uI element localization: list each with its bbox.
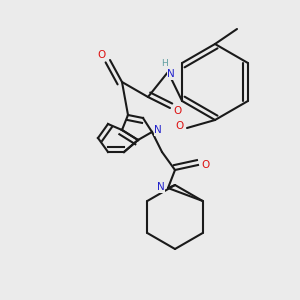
Text: N: N bbox=[154, 125, 162, 135]
Text: O: O bbox=[98, 50, 106, 60]
Text: O: O bbox=[202, 160, 210, 170]
Text: O: O bbox=[174, 106, 182, 116]
Text: O: O bbox=[175, 121, 183, 131]
Text: N: N bbox=[167, 69, 175, 79]
Text: H: H bbox=[162, 59, 168, 68]
Text: N: N bbox=[157, 182, 165, 192]
